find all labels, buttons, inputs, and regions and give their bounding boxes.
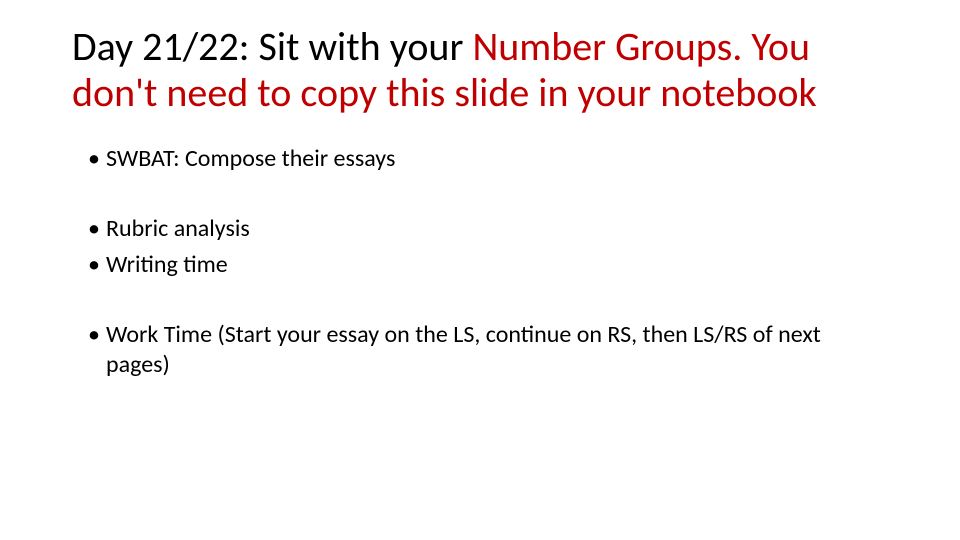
slide-title: Day 21/22: Sit with your Number Groups. …	[72, 24, 888, 116]
bullet-list: Work Time (Start your essay on the LS, c…	[72, 320, 888, 380]
slide: Day 21/22: Sit with your Number Groups. …	[0, 0, 960, 540]
bullet-text: SWBAT: Compose their essays	[106, 144, 395, 173]
bullet-list: SWBAT: Compose their essays	[72, 144, 888, 174]
list-item: SWBAT: Compose their essays	[92, 144, 888, 174]
bullet-text: Rubric analysis	[106, 214, 250, 243]
list-item: Rubric analysis	[92, 214, 888, 244]
bullet-text: Writing time	[106, 250, 228, 279]
spacer	[72, 286, 888, 320]
title-part-black: Day 21/22: Sit with your	[72, 22, 472, 71]
list-item: Writing time	[92, 250, 888, 280]
list-item: Work Time (Start your essay on the LS, c…	[92, 320, 888, 380]
bullet-text: Work Time (Start your essay on the LS, c…	[106, 320, 821, 379]
bullet-list: Rubric analysis Writing time	[72, 214, 888, 280]
spacer	[72, 180, 888, 214]
